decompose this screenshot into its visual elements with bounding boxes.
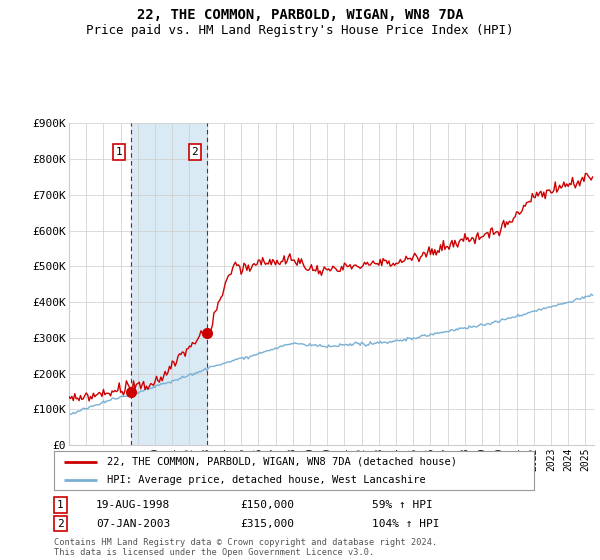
- Text: 1: 1: [57, 500, 64, 510]
- Text: Price paid vs. HM Land Registry's House Price Index (HPI): Price paid vs. HM Land Registry's House …: [86, 24, 514, 36]
- Text: 22, THE COMMON, PARBOLD, WIGAN, WN8 7DA: 22, THE COMMON, PARBOLD, WIGAN, WN8 7DA: [137, 8, 463, 22]
- Text: £150,000: £150,000: [240, 500, 294, 510]
- Text: 1: 1: [116, 147, 122, 157]
- Text: 104% ↑ HPI: 104% ↑ HPI: [372, 519, 439, 529]
- Bar: [131, 123, 207, 445]
- Text: 19-AUG-1998: 19-AUG-1998: [96, 500, 170, 510]
- Text: Contains HM Land Registry data © Crown copyright and database right 2024.
This d: Contains HM Land Registry data © Crown c…: [54, 538, 437, 557]
- Text: 2: 2: [191, 147, 198, 157]
- Text: 07-JAN-2003: 07-JAN-2003: [96, 519, 170, 529]
- Text: 2: 2: [57, 519, 64, 529]
- Text: £315,000: £315,000: [240, 519, 294, 529]
- Text: 59% ↑ HPI: 59% ↑ HPI: [372, 500, 433, 510]
- Text: HPI: Average price, detached house, West Lancashire: HPI: Average price, detached house, West…: [107, 475, 425, 485]
- Text: 22, THE COMMON, PARBOLD, WIGAN, WN8 7DA (detached house): 22, THE COMMON, PARBOLD, WIGAN, WN8 7DA …: [107, 457, 457, 467]
